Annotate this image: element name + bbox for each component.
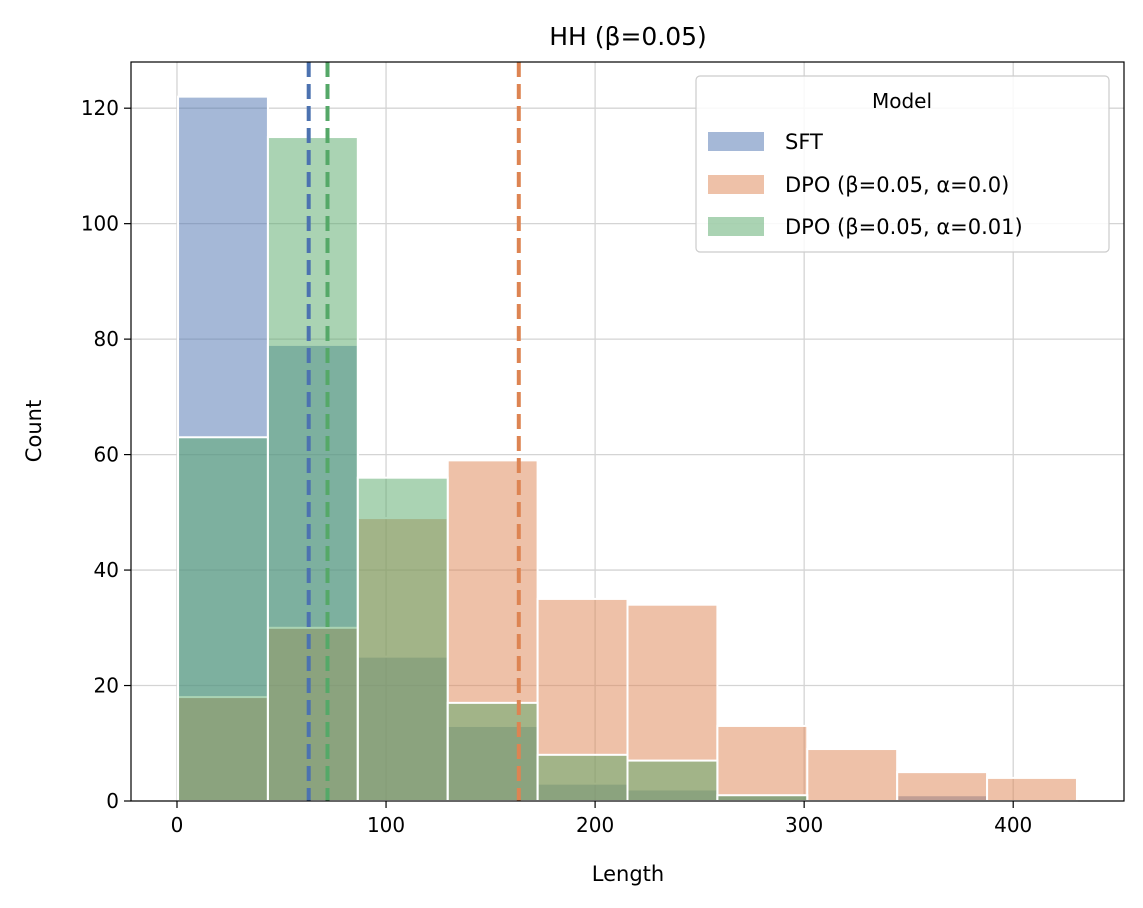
bar-series-2-bin-6	[716, 794, 809, 802]
y-tick-label: 0	[106, 789, 119, 813]
legend-swatch-sft	[708, 132, 764, 151]
y-tick-label: 20	[94, 674, 119, 698]
legend-swatch-dpo-a001	[708, 217, 764, 236]
bar-series-2-bin-0	[177, 436, 269, 802]
bar-series-2-bin-3	[446, 701, 539, 802]
y-tick-label: 100	[81, 212, 119, 236]
x-tick-label: 300	[785, 813, 823, 837]
y-axis-label: Count	[22, 400, 46, 462]
y-tick-label: 60	[94, 443, 119, 467]
x-axis-label: Length	[592, 862, 664, 886]
axis-ticks: 0 100 200 300 400 0 20 40 60 80 100 120	[81, 96, 1032, 837]
legend-title: Model	[872, 89, 932, 113]
y-tick-label: 80	[94, 327, 119, 351]
x-tick-label: 400	[994, 813, 1032, 837]
plot-frame	[130, 61, 1125, 802]
bar-series-1-bin-8	[896, 771, 989, 802]
legend-label-dpo-a0: DPO (β=0.05, α=0.0)	[785, 173, 1009, 197]
y-tick-label: 120	[81, 96, 119, 120]
y-tick-label: 40	[94, 558, 119, 582]
legend-label-sft: SFT	[785, 130, 823, 154]
bar-series-2-bin-2	[356, 476, 449, 802]
bar-series-1-bin-9	[986, 776, 1078, 802]
bars	[177, 95, 1078, 802]
mean-lines	[306, 62, 521, 801]
bar-series-2-bin-1	[266, 136, 359, 802]
x-tick-label: 100	[367, 813, 405, 837]
legend-label-dpo-a001: DPO (β=0.05, α=0.01)	[785, 215, 1023, 239]
x-tick-label: 0	[171, 813, 184, 837]
legend-box	[695, 75, 1110, 253]
bar-series-1-bin-7	[806, 748, 899, 802]
bar-series-1-bin-6	[716, 724, 809, 802]
x-tick-label: 200	[576, 813, 614, 837]
legend: Model SFT DPO (β=0.05, α=0.0) DPO (β=0.0…	[695, 75, 1110, 253]
legend-swatch-dpo-a0	[708, 175, 764, 194]
chart-title: HH (β=0.05)	[549, 22, 707, 51]
bar-series-2-bin-4	[536, 753, 629, 802]
bar-series-2-bin-5	[626, 759, 719, 802]
